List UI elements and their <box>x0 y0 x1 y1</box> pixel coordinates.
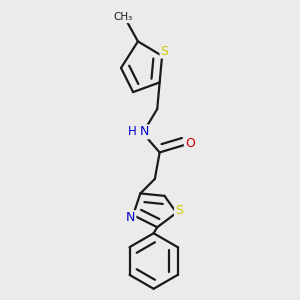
Text: O: O <box>185 137 195 151</box>
Text: N: N <box>126 211 135 224</box>
Text: CH₃: CH₃ <box>114 12 133 22</box>
Text: S: S <box>175 204 183 217</box>
Text: H: H <box>128 125 136 138</box>
Text: N: N <box>139 125 149 138</box>
Text: S: S <box>160 44 169 58</box>
